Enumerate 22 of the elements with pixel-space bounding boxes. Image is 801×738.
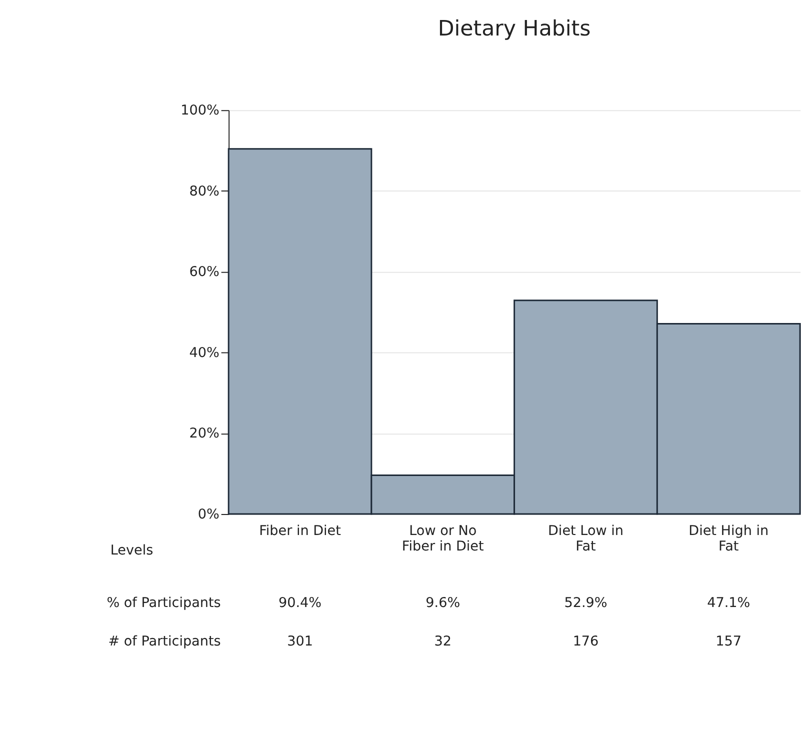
text: 176	[572, 634, 599, 650]
text: # of Participants	[108, 634, 221, 650]
data-label: 47.1%	[707, 594, 750, 611]
y-tick-label: 100%	[180, 102, 220, 118]
text: Levels	[110, 542, 154, 559]
text: 32	[434, 634, 452, 650]
y-tick-label: 80%	[189, 183, 220, 200]
x-tick-label: Diet High in Fat	[688, 522, 769, 554]
x-tick-label: Low or No Fiber in Diet	[402, 522, 484, 554]
y-tick-label: 60%	[189, 264, 220, 280]
text: % of Participants	[106, 594, 221, 611]
data-label: 90.4%	[278, 594, 322, 611]
y-tick-label: 40%	[189, 344, 220, 361]
x-tick-label: Fiber in Diet	[259, 522, 341, 539]
text: 157	[716, 634, 742, 650]
data-label: 9.6%	[426, 594, 460, 611]
data-label: 52.9%	[564, 594, 608, 611]
y-tick-label: 0%	[198, 506, 220, 522]
y-tick-label: 20%	[189, 426, 220, 442]
text: 301	[287, 634, 313, 650]
x-tick-label: Diet Low in Fat	[548, 522, 624, 554]
chart-title: Dietary Habits	[438, 16, 591, 42]
